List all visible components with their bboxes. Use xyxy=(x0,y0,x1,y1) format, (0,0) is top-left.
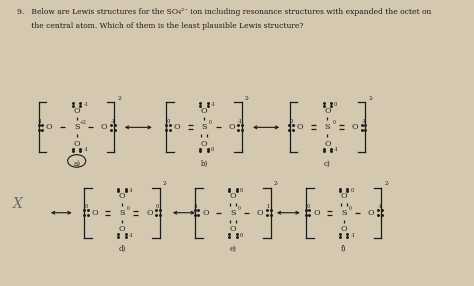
Text: O: O xyxy=(229,192,236,200)
Text: 0: 0 xyxy=(127,206,130,211)
Text: O: O xyxy=(368,209,374,217)
Text: O: O xyxy=(201,140,208,148)
Text: c): c) xyxy=(324,160,331,168)
Text: O: O xyxy=(228,123,235,131)
Text: -1: -1 xyxy=(83,147,89,152)
Text: O: O xyxy=(340,192,347,200)
Text: 0: 0 xyxy=(349,206,352,211)
Text: the central atom. Which of them is the least plausible Lewis structure?: the central atom. Which of them is the l… xyxy=(17,22,304,30)
Text: S: S xyxy=(74,123,80,131)
Text: S: S xyxy=(325,123,330,131)
Text: 2-: 2- xyxy=(163,181,168,186)
Text: 0: 0 xyxy=(167,119,170,124)
Text: 2-: 2- xyxy=(245,96,250,101)
Text: O: O xyxy=(146,209,153,217)
Text: O: O xyxy=(340,225,347,233)
Text: S: S xyxy=(341,209,346,217)
Text: 2-: 2- xyxy=(385,181,390,186)
Text: S: S xyxy=(119,209,125,217)
Text: 2-: 2- xyxy=(274,181,279,186)
Text: -1: -1 xyxy=(194,204,199,209)
Text: X: X xyxy=(13,197,23,211)
Text: O: O xyxy=(101,123,108,131)
Text: -1: -1 xyxy=(361,119,366,124)
Text: 0: 0 xyxy=(239,188,243,193)
Text: O: O xyxy=(201,107,208,115)
Text: 0: 0 xyxy=(84,204,88,209)
Text: O: O xyxy=(324,107,331,115)
Text: 2-: 2- xyxy=(368,96,374,101)
Text: O: O xyxy=(46,123,53,131)
Text: -1: -1 xyxy=(378,204,383,209)
Text: -1: -1 xyxy=(334,147,339,152)
Text: -1: -1 xyxy=(83,102,89,108)
Text: +2: +2 xyxy=(80,120,87,125)
Text: O: O xyxy=(257,209,264,217)
Text: O: O xyxy=(229,225,236,233)
Text: -1: -1 xyxy=(111,119,116,124)
Text: 0: 0 xyxy=(209,120,212,125)
Text: 0: 0 xyxy=(238,206,241,211)
Text: b): b) xyxy=(201,160,208,168)
Text: 9.   Below are Lewis structures for the SO₄²⁻ ion including resonance structures: 9. Below are Lewis structures for the SO… xyxy=(17,8,431,16)
Text: 0: 0 xyxy=(350,188,354,193)
Text: 0: 0 xyxy=(290,119,293,124)
Text: -1: -1 xyxy=(128,233,134,238)
Text: O: O xyxy=(313,209,319,217)
Text: O: O xyxy=(91,209,98,217)
Text: -1: -1 xyxy=(210,102,216,108)
Text: 0: 0 xyxy=(332,120,336,125)
Text: 0: 0 xyxy=(210,147,214,152)
Text: O: O xyxy=(73,140,80,148)
Text: d): d) xyxy=(118,245,126,253)
Text: 0: 0 xyxy=(334,102,337,108)
Text: -1: -1 xyxy=(37,119,43,124)
Text: 0: 0 xyxy=(306,204,310,209)
Text: 0: 0 xyxy=(239,233,243,238)
Text: O: O xyxy=(351,123,358,131)
Text: O: O xyxy=(297,123,303,131)
Text: O: O xyxy=(202,209,209,217)
Text: 2-: 2- xyxy=(118,96,123,101)
Text: S: S xyxy=(201,123,207,131)
Text: -1: -1 xyxy=(350,233,356,238)
Text: O: O xyxy=(173,123,180,131)
Text: O: O xyxy=(324,140,331,148)
Text: e): e) xyxy=(229,245,236,253)
Text: -1: -1 xyxy=(128,188,134,193)
Text: S: S xyxy=(230,209,236,217)
Text: O: O xyxy=(73,107,80,115)
Text: O: O xyxy=(118,192,125,200)
Text: f): f) xyxy=(341,245,346,253)
Text: -1: -1 xyxy=(238,119,243,124)
Text: 1: 1 xyxy=(267,204,270,209)
Text: 0: 0 xyxy=(156,204,159,209)
Text: O: O xyxy=(118,225,125,233)
Text: a): a) xyxy=(73,160,80,168)
